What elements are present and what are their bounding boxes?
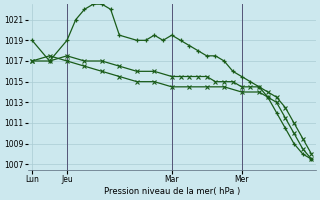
X-axis label: Pression niveau de la mer( hPa ): Pression niveau de la mer( hPa ) — [104, 187, 240, 196]
